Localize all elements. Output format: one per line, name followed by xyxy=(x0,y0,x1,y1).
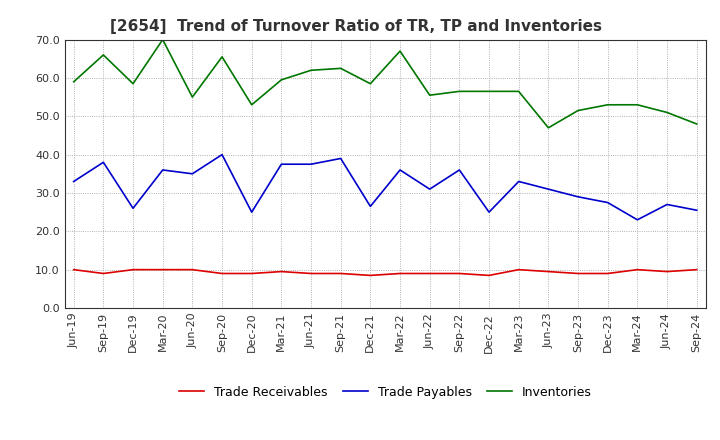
Trade Payables xyxy=(603,200,612,205)
Inventories xyxy=(574,108,582,113)
Trade Payables xyxy=(69,179,78,184)
Legend: Trade Receivables, Trade Payables, Inventories: Trade Receivables, Trade Payables, Inven… xyxy=(174,381,596,404)
Trade Receivables xyxy=(69,267,78,272)
Inventories xyxy=(514,89,523,94)
Trade Receivables xyxy=(485,273,493,278)
Trade Receivables xyxy=(514,267,523,272)
Trade Receivables xyxy=(455,271,464,276)
Trade Payables xyxy=(396,167,405,172)
Trade Receivables xyxy=(277,269,286,274)
Inventories xyxy=(99,52,108,58)
Trade Receivables xyxy=(603,271,612,276)
Text: [2654]  Trend of Turnover Ratio of TR, TP and Inventories: [2654] Trend of Turnover Ratio of TR, TP… xyxy=(109,19,602,34)
Trade Payables xyxy=(307,161,315,167)
Inventories xyxy=(455,89,464,94)
Inventories xyxy=(544,125,553,130)
Trade Payables xyxy=(366,204,374,209)
Trade Payables xyxy=(188,171,197,176)
Trade Receivables xyxy=(633,267,642,272)
Line: Trade Payables: Trade Payables xyxy=(73,154,697,220)
Trade Payables xyxy=(99,160,108,165)
Trade Payables xyxy=(544,187,553,192)
Inventories xyxy=(307,68,315,73)
Trade Payables xyxy=(248,209,256,215)
Trade Payables xyxy=(158,167,167,172)
Trade Payables xyxy=(693,208,701,213)
Inventories xyxy=(426,92,434,98)
Trade Receivables xyxy=(158,267,167,272)
Trade Receivables xyxy=(336,271,345,276)
Inventories xyxy=(603,102,612,107)
Inventories xyxy=(662,110,671,115)
Inventories xyxy=(396,48,405,54)
Inventories xyxy=(277,77,286,82)
Trade Receivables xyxy=(248,271,256,276)
Trade Receivables xyxy=(307,271,315,276)
Inventories xyxy=(129,81,138,86)
Line: Trade Receivables: Trade Receivables xyxy=(73,270,697,275)
Inventories xyxy=(633,102,642,107)
Trade Receivables xyxy=(99,271,108,276)
Inventories xyxy=(485,89,493,94)
Trade Receivables xyxy=(544,269,553,274)
Trade Payables xyxy=(336,156,345,161)
Trade Payables xyxy=(426,187,434,192)
Trade Receivables xyxy=(662,269,671,274)
Line: Inventories: Inventories xyxy=(73,40,697,128)
Trade Receivables xyxy=(426,271,434,276)
Inventories xyxy=(366,81,374,86)
Inventories xyxy=(693,121,701,127)
Trade Payables xyxy=(485,209,493,215)
Trade Payables xyxy=(455,167,464,172)
Inventories xyxy=(69,79,78,84)
Trade Payables xyxy=(277,161,286,167)
Trade Payables xyxy=(662,202,671,207)
Trade Receivables xyxy=(693,267,701,272)
Inventories xyxy=(217,54,226,59)
Trade Receivables xyxy=(217,271,226,276)
Trade Receivables xyxy=(396,271,405,276)
Trade Payables xyxy=(217,152,226,157)
Inventories xyxy=(158,37,167,42)
Trade Receivables xyxy=(366,273,374,278)
Trade Payables xyxy=(574,194,582,199)
Trade Payables xyxy=(129,205,138,211)
Trade Receivables xyxy=(188,267,197,272)
Trade Receivables xyxy=(574,271,582,276)
Inventories xyxy=(248,102,256,107)
Trade Payables xyxy=(633,217,642,223)
Inventories xyxy=(188,95,197,100)
Trade Payables xyxy=(514,179,523,184)
Inventories xyxy=(336,66,345,71)
Trade Receivables xyxy=(129,267,138,272)
